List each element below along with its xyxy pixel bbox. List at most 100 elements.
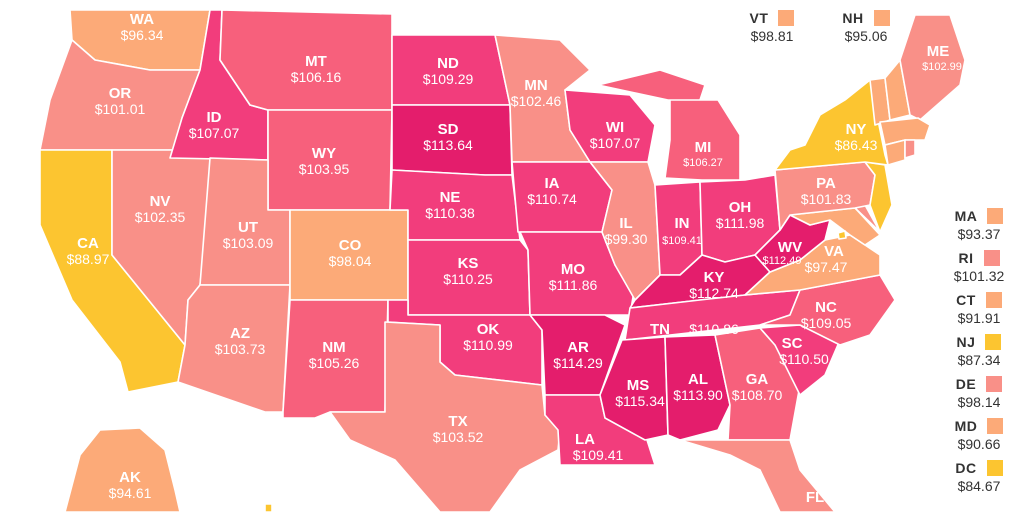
callout-MD-value: $90.66 [957, 436, 1001, 452]
callout-MA-swatch [987, 208, 1004, 224]
label-MT-abbr: MT [305, 53, 327, 70]
callout-DC-swatch [986, 460, 1003, 476]
label-WI-abbr: WI [606, 119, 624, 136]
label-OK-value: $110.99 [463, 337, 513, 353]
label-UT-abbr: UT [238, 219, 258, 236]
state-HI [264, 503, 273, 512]
callout-MA: MA $93.37 [944, 208, 1014, 242]
callout-VT: VT $98.81 [742, 10, 802, 44]
label-WY-abbr: WY [312, 145, 336, 162]
label-IA-abbr: IA [545, 175, 560, 192]
label-LA-abbr: LA [575, 431, 595, 448]
state-AK[interactable] [64, 427, 181, 512]
label-VA-value: $97.47 [805, 259, 848, 275]
callout-CT: CT $91.91 [944, 292, 1014, 326]
label-WI-value: $107.07 [590, 135, 641, 151]
label-TX-abbr: TX [448, 413, 467, 430]
callout-DC: DC $84.67 [944, 460, 1014, 494]
label-ID-abbr: ID [207, 109, 222, 126]
label-AK-value: $94.61 [109, 485, 152, 501]
label-AR-value: $114.29 [553, 355, 603, 371]
state-RI[interactable] [904, 139, 916, 159]
label-MS-value: $115.34 [615, 393, 665, 409]
callout-RI: RI $101.32 [944, 250, 1014, 284]
label-ID-value: $107.07 [189, 125, 240, 141]
label-NY-abbr: NY [846, 121, 867, 138]
label-WA-abbr: WA [130, 11, 154, 28]
label-WA-value: $96.34 [121, 27, 164, 43]
label-ME-abbr: ME [927, 43, 950, 60]
label-WV-value: $112.49 [763, 255, 802, 267]
state-NY[interactable] [774, 79, 889, 171]
label-MT-value: $106.16 [291, 69, 342, 85]
state-ME[interactable] [899, 14, 966, 121]
label-AL-abbr: AL [688, 371, 708, 388]
callout-DC-abbr: DC [955, 460, 977, 476]
label-LA-value: $109.41 [573, 447, 624, 463]
label-MI-abbr: MI [695, 139, 712, 156]
label-NC-abbr: NC [815, 299, 837, 316]
callout-DE: DE $98.14 [944, 376, 1014, 410]
callout-CT-abbr: CT [956, 292, 976, 308]
callout-MD-swatch [987, 418, 1004, 434]
state-NC[interactable] [759, 274, 896, 346]
callout-MA-value: $93.37 [957, 226, 1001, 242]
label-MI-value: $106.27 [683, 157, 723, 169]
callout-CT-value: $91.91 [957, 310, 1001, 326]
callout-VT-swatch [778, 10, 795, 26]
label-NM-value: $105.26 [309, 355, 360, 371]
label-ND-value: $109.29 [423, 71, 474, 87]
label-NE-abbr: NE [440, 189, 461, 206]
label-GA-abbr: GA [746, 371, 769, 388]
label-TN-value: $110.86 [689, 321, 739, 337]
callout-NJ-swatch [985, 334, 1002, 350]
state-TX[interactable] [329, 321, 561, 512]
callout-CT-swatch [985, 292, 1002, 308]
callout-NH-swatch [873, 10, 890, 26]
label-MN-value: $102.46 [511, 93, 562, 109]
label-PA-abbr: PA [816, 175, 836, 192]
label-NE-value: $110.38 [425, 205, 475, 221]
label-IN-value: $109.41 [662, 235, 702, 247]
label-OR-value: $101.01 [95, 101, 146, 117]
label-SC-value: $110.50 [779, 351, 829, 367]
label-FL-abbr: FL [806, 489, 824, 506]
label-OK-abbr: OK [477, 321, 500, 338]
label-OR-abbr: OR [109, 85, 132, 102]
callout-NJ-abbr: NJ [956, 334, 976, 350]
label-AZ-abbr: AZ [230, 325, 250, 342]
label-TX-value: $103.52 [433, 429, 484, 445]
callout-NJ-value: $87.34 [957, 352, 1001, 368]
label-MO-abbr: MO [561, 261, 585, 278]
label-WY-value: $103.95 [299, 161, 350, 177]
label-AL-value: $113.90 [673, 387, 723, 403]
label-IL-value: $99.30 [605, 231, 648, 247]
label-GA-value: $108.70 [732, 387, 783, 403]
callout-RI-swatch [983, 250, 1000, 266]
state-FL[interactable] [679, 439, 836, 512]
label-UT-value: $103.09 [223, 235, 274, 251]
label-MS-abbr: MS [627, 377, 650, 394]
state-DC[interactable] [837, 230, 847, 240]
callout-MA-abbr: MA [954, 208, 978, 224]
label-PA-value: $101.83 [801, 191, 852, 207]
callout-DE-abbr: DE [955, 376, 977, 392]
label-MN-abbr: MN [524, 77, 547, 94]
callout-DE-value: $98.14 [957, 394, 1001, 410]
label-KS-abbr: KS [458, 255, 479, 272]
label-CO-abbr: CO [339, 237, 362, 254]
label-NC-value: $109.05 [801, 315, 852, 331]
label-AK-abbr: AK [119, 469, 141, 486]
state-CT[interactable] [884, 139, 906, 166]
label-NV-value: $102.35 [135, 209, 186, 225]
label-KY-value: $112.74 [689, 285, 739, 301]
callout-DE-swatch [986, 376, 1003, 392]
label-NY-value: $86.43 [835, 137, 878, 153]
callout-RI-value: $101.32 [953, 268, 1005, 284]
label-ND-abbr: ND [437, 55, 459, 72]
label-CA-abbr: CA [77, 235, 99, 252]
label-CA-value: $88.97 [67, 251, 110, 267]
label-SD-value: $113.64 [423, 137, 473, 153]
state-MI[interactable] [597, 69, 741, 181]
